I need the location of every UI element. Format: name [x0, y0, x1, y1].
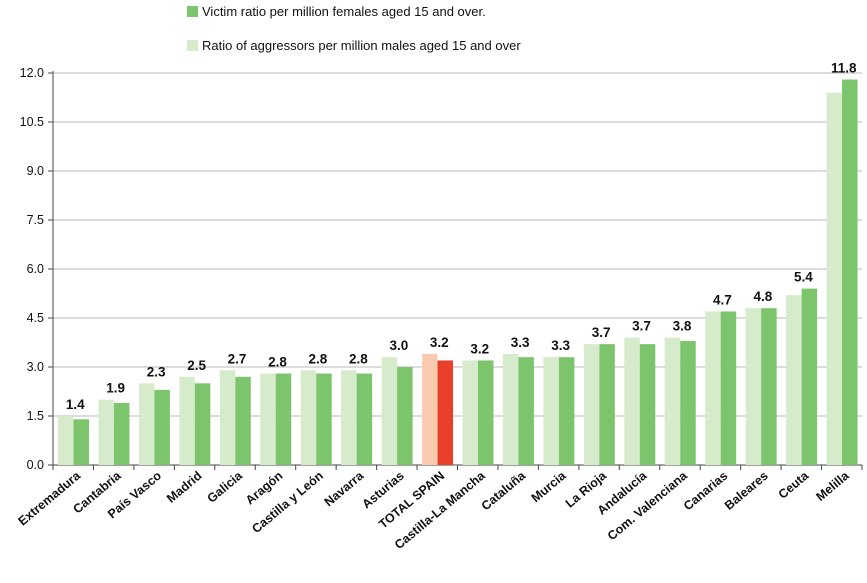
bar-aggressor-ratio — [826, 92, 843, 465]
bar-victim-ratio — [437, 360, 454, 465]
bar-aggressor-ratio — [583, 344, 600, 465]
bar-victim-ratio — [801, 288, 818, 465]
bar-victim-ratio — [194, 383, 211, 465]
bar-aggressor-ratio — [58, 416, 74, 465]
y-tick-label: 3.0 — [27, 360, 44, 374]
bar-aggressor-ratio — [543, 357, 559, 465]
bar-victim-ratio — [73, 419, 89, 465]
bar-victim-ratio — [558, 357, 575, 465]
bar-victim-ratio — [235, 376, 251, 465]
bar-aggressor-ratio — [300, 370, 317, 465]
data-label: 3.2 — [430, 335, 449, 350]
data-label: 2.5 — [187, 358, 206, 373]
data-label: 3.7 — [632, 319, 651, 334]
y-tick-label: 10.5 — [20, 115, 44, 129]
x-category-label: Cataluña — [479, 468, 529, 513]
data-label: 2.8 — [268, 355, 287, 370]
legend-item-aggressor-ratio: Ratio of aggressors per million males ag… — [187, 38, 521, 53]
bar-victim-ratio — [356, 373, 373, 465]
bar-aggressor-ratio — [341, 370, 357, 465]
y-tick-label: 12.0 — [20, 66, 44, 80]
bar-aggressor-ratio — [138, 383, 155, 465]
data-label: 1.4 — [66, 397, 85, 412]
x-category-label: Madrid — [164, 469, 204, 506]
x-category-label: Galicia — [205, 468, 246, 506]
bar-victim-ratio — [518, 357, 534, 465]
x-category-label: Melilla — [813, 468, 852, 504]
data-label: 2.8 — [349, 351, 368, 366]
legend-swatch-aggressor-ratio — [187, 40, 198, 51]
data-label: 3.8 — [673, 319, 692, 334]
y-tick-label: 1.5 — [27, 409, 44, 423]
x-category-label: Extremadura — [16, 468, 84, 529]
data-label: 5.4 — [794, 270, 813, 285]
data-label: 2.8 — [309, 351, 328, 366]
bar-victim-ratio — [397, 367, 413, 465]
data-label: 4.7 — [713, 292, 732, 307]
bar-victim-ratio — [842, 79, 858, 466]
bar-victim-ratio — [275, 373, 292, 465]
x-category-label: Canarias — [681, 469, 730, 514]
bar-aggressor-ratio — [219, 370, 236, 465]
bar-victim-ratio — [599, 344, 615, 465]
legend-swatch-victim-ratio — [187, 6, 198, 17]
bar-aggressor-ratio — [745, 308, 762, 465]
bar-aggressor-ratio — [179, 376, 195, 465]
bar-aggressor-ratio — [786, 295, 802, 465]
legend-item-victim-ratio: Victim ratio per million females aged 15… — [187, 4, 486, 19]
bar-victim-ratio — [316, 373, 332, 465]
bar-victim-ratio — [639, 344, 656, 465]
bar-victim-ratio — [680, 340, 696, 465]
data-label: 3.3 — [551, 338, 570, 353]
legend-label-victim-ratio: Victim ratio per million females aged 15… — [202, 4, 486, 19]
data-label: 2.3 — [147, 364, 166, 379]
bar-aggressor-ratio — [705, 311, 721, 465]
y-tick-label: 4.5 — [27, 311, 44, 325]
legend-label-aggressor-ratio: Ratio of aggressors per million males ag… — [202, 38, 521, 53]
data-label: 1.9 — [106, 381, 125, 396]
data-label: 11.8 — [831, 61, 857, 76]
x-category-label: Baleares — [722, 469, 771, 513]
y-tick-label: 6.0 — [27, 262, 44, 276]
data-label: 2.7 — [228, 351, 247, 366]
data-label: 3.3 — [511, 335, 530, 350]
bar-aggressor-ratio — [381, 357, 398, 465]
bar-aggressor-ratio — [664, 337, 681, 465]
y-tick-label: 0.0 — [27, 458, 44, 472]
bar-victim-ratio — [478, 360, 494, 465]
data-label: 3.2 — [470, 341, 489, 356]
bar-victim-ratio — [720, 311, 737, 465]
x-category-label: Ceuta — [776, 468, 812, 502]
bar-victim-ratio — [113, 402, 130, 465]
y-tick-label: 9.0 — [27, 164, 44, 178]
bar-aggressor-ratio — [502, 353, 519, 465]
y-tick-label: 7.5 — [27, 213, 44, 227]
bar-aggressor-ratio — [624, 337, 640, 465]
bar-aggressor-ratio — [98, 399, 114, 465]
bar-victim-ratio — [154, 389, 170, 465]
bar-aggressor-ratio — [260, 373, 276, 465]
bar-victim-ratio — [761, 308, 777, 465]
data-label: 4.8 — [754, 289, 773, 304]
data-label: 3.0 — [389, 338, 408, 353]
bar-aggressor-ratio — [462, 360, 478, 465]
data-label: 3.7 — [592, 325, 611, 340]
x-category-label: Castilla y León — [249, 469, 326, 536]
bar-aggressor-ratio — [422, 353, 438, 465]
